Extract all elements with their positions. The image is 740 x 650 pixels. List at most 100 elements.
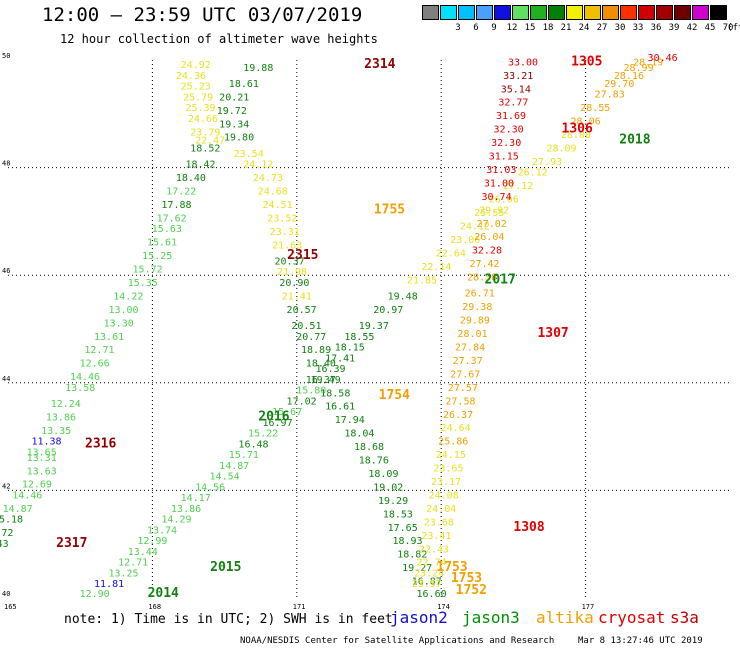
swh-value: 26.66: [489, 195, 519, 206]
swh-value: 16.97: [262, 418, 292, 429]
swh-value: 18.76: [359, 456, 389, 467]
swh-value: 17.94: [335, 415, 365, 426]
axis-tick-labels: 165 168 171 174 177 50 48 46 44 42 40: [2, 52, 594, 611]
swh-value: 19.49: [311, 375, 341, 386]
swh-value: 29.38: [462, 302, 492, 313]
swh-value: 14.29: [161, 515, 191, 526]
legend-swatch: [530, 5, 547, 20]
lon-tick-label: 165: [4, 603, 17, 611]
lat-tick-label: 40: [2, 590, 10, 598]
swh-value: 27.58: [445, 396, 475, 407]
swh-value: 21.63: [272, 240, 302, 251]
swh-value: 15.22: [248, 429, 278, 440]
legend-label: 70: [722, 23, 734, 33]
swh-value: 24.73: [253, 173, 283, 184]
swh-value: 23.31: [270, 227, 300, 238]
swh-value: 30.46: [648, 53, 678, 64]
swh-value: 20.21: [219, 92, 249, 103]
lon-tick-label: 177: [582, 603, 595, 611]
legend-swatch: [512, 5, 529, 20]
footer-note: note: 1) Time is in UTC; 2) SWH is in fe…: [64, 612, 393, 627]
swh-value: 22.74: [417, 558, 447, 569]
swh-value: 12.90: [80, 589, 110, 600]
swh-value: 16.48: [238, 439, 268, 450]
swh-value: 17.62: [157, 213, 187, 224]
swh-value: 13.00: [108, 305, 138, 316]
pass-labels: 2314 1305 1306 2018 1755 2315 2017 1307 1754 2016…: [56, 54, 651, 601]
lat-tick-label: 42: [2, 482, 10, 490]
swh-value: 21.41: [282, 291, 312, 302]
map-subtitle: 12 hour collection of altimeter wave hei…: [60, 32, 378, 46]
swh-value: 13.30: [104, 318, 134, 329]
swh-value: 28.58: [467, 273, 497, 284]
legend-label: 33: [632, 23, 644, 33]
pass-label: 1752: [456, 583, 487, 598]
swh-value: 13.35: [41, 426, 71, 437]
swh-value: 20.90: [279, 278, 309, 289]
swh-value: 18.04: [344, 429, 374, 440]
legend-swatch: [692, 5, 709, 20]
pass-label: 2018: [619, 132, 650, 147]
swh-value: 21.85: [407, 275, 437, 286]
swh-value: 25.55: [474, 208, 504, 219]
swh-value: 29.89: [460, 316, 490, 327]
swh-value: 20.51: [291, 321, 321, 332]
footer-credit: NOAA/NESDIS Center for Satellite Applica…: [240, 636, 555, 646]
swh-value: 19.34: [219, 119, 249, 130]
pass-label: 1306: [562, 122, 593, 137]
swh-value: 24.08: [429, 490, 459, 501]
swh-value: 28.01: [457, 329, 487, 340]
swh-value: 18.89: [301, 345, 331, 356]
lat-tick-label: 50: [2, 52, 10, 60]
swh-value: 28.00: [561, 130, 591, 141]
swh-value: 15.67: [272, 407, 302, 418]
swh-value: 29.92: [479, 205, 509, 216]
swh-value: 22.64: [436, 248, 466, 259]
swh-value: 15.35: [128, 278, 158, 289]
swh-value: 11.81: [94, 579, 124, 590]
swh-value: 13.58: [65, 383, 95, 394]
swh-value: 19.72: [217, 106, 247, 117]
swh-value: 27.93: [532, 157, 562, 168]
legend-swatch: [440, 5, 457, 20]
legend-swatch: [710, 5, 727, 20]
swh-value: 18.82: [397, 550, 427, 561]
legend-swatch: [566, 5, 583, 20]
swh-value: 14.22: [113, 291, 143, 302]
swh-value: 14.56: [195, 482, 225, 493]
pass-label: 1753: [436, 560, 467, 575]
legend-swatch: [602, 5, 619, 20]
swh-value: 13.86: [171, 504, 201, 515]
swh-value: 17.43: [0, 539, 9, 550]
legend-label: 15: [524, 23, 536, 33]
pass-label: 2317: [56, 536, 87, 551]
swh-value: 29.70: [604, 79, 634, 90]
legend-swatch: [656, 5, 673, 20]
pass-label: 2315: [287, 248, 318, 263]
pass-label: 2014: [148, 586, 179, 601]
pass-label: 1307: [537, 326, 568, 341]
swh-value: 28.19: [633, 57, 663, 68]
swh-value: 17.41: [325, 353, 355, 364]
legend-label: 21: [560, 23, 572, 33]
swh-value: 28.16: [614, 71, 644, 82]
swh-value: 19.29: [378, 496, 408, 507]
swh-value: 15.18: [0, 515, 23, 526]
swh-value: 13.63: [27, 466, 57, 477]
swh-value: 20.77: [296, 332, 326, 343]
swh-value: 33.21: [503, 71, 533, 82]
swh-value: 18.93: [392, 536, 422, 547]
swh-value: 20.97: [373, 305, 403, 316]
swh-value: 27.67: [450, 369, 480, 380]
swh-value: 24.51: [262, 200, 292, 211]
swh-value: 18.40: [306, 359, 336, 370]
lat-tick-label: 44: [2, 375, 10, 383]
swh-value: 18.68: [354, 442, 384, 453]
swh-value: 22.47: [195, 135, 225, 146]
pass-label: 1755: [374, 202, 405, 217]
satellite-name: cryosat: [598, 608, 666, 627]
map-title: 12:00 – 23:59 UTC 03/07/2019: [42, 4, 363, 26]
swh-value: 24.68: [258, 187, 288, 198]
